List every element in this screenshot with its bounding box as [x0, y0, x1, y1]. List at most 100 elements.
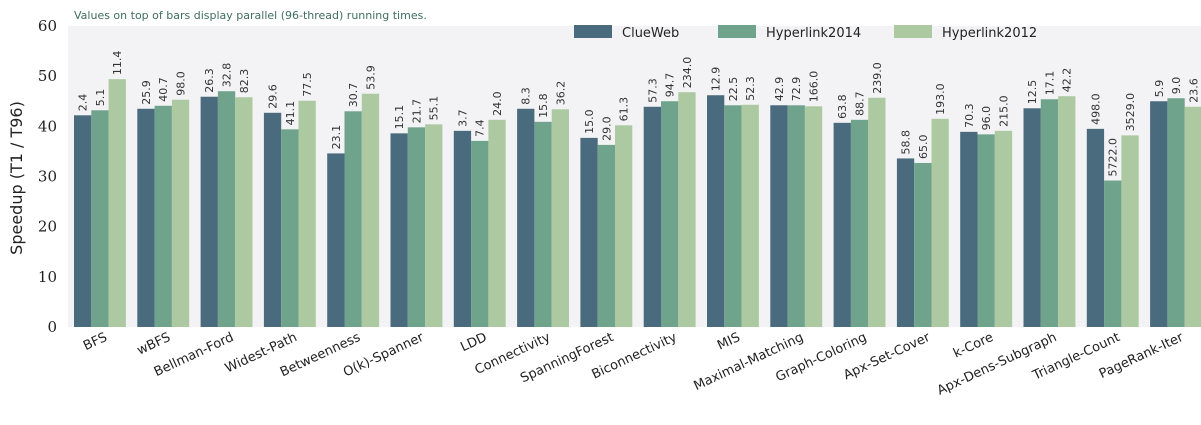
bar-group — [770, 105, 823, 328]
bar — [137, 108, 155, 328]
chart-annotation: Values on top of bars display parallel (… — [74, 9, 427, 22]
category-label: k-Core — [951, 330, 996, 361]
bar-group — [643, 92, 696, 327]
bar — [344, 111, 362, 328]
bar — [361, 93, 380, 327]
bar-group — [137, 99, 190, 328]
data-label: 3529.0 — [1124, 93, 1137, 132]
bar — [425, 124, 443, 328]
data-label: 8.3 — [520, 87, 533, 105]
data-label: 5.1 — [94, 89, 107, 107]
bar — [724, 105, 742, 327]
data-labels: 2.4 5.1 11.4 25.9 40.7 98.0 26.3 32.8 82.3 29.6 41… — [77, 51, 1201, 177]
bar-group — [327, 93, 380, 328]
bar — [74, 115, 92, 328]
bar-group — [74, 79, 126, 328]
bar — [643, 106, 661, 327]
data-label: 12.9 — [710, 67, 723, 92]
legend-swatch — [718, 25, 756, 38]
data-label: 77.5 — [301, 72, 314, 97]
data-label: 22.5 — [727, 77, 740, 102]
data-label: 30.7 — [347, 83, 360, 108]
data-label: 42.2 — [1061, 68, 1074, 93]
y-tick-label: 30 — [38, 168, 57, 186]
data-label: 5.9 — [1153, 80, 1166, 98]
bar — [1058, 96, 1076, 327]
bar — [217, 91, 236, 327]
bar — [804, 106, 823, 328]
bar-group — [517, 108, 569, 328]
bar — [977, 134, 995, 327]
data-label: 26.3 — [203, 68, 216, 93]
data-label: 70.3 — [963, 103, 976, 128]
y-axis-ticks: 0 10 20 30 40 50 60 — [38, 17, 57, 336]
bar — [615, 125, 633, 327]
bar — [1023, 108, 1041, 327]
bar — [770, 105, 788, 327]
data-label: 58.8 — [900, 130, 913, 155]
data-label: 40.7 — [157, 77, 170, 102]
bar-group — [1086, 128, 1139, 327]
category-label: wBFS — [135, 330, 173, 358]
bar — [263, 112, 282, 327]
bar — [471, 140, 489, 327]
bar-group — [707, 95, 759, 328]
category-label: BFS — [81, 330, 109, 354]
data-label: 234.0 — [681, 57, 694, 89]
data-label: 23.6 — [1187, 78, 1200, 103]
category-labels: BFS wBFSBellman-FordWidest-PathBetweennes… — [81, 330, 1186, 399]
legend-swatch — [894, 25, 932, 38]
bar-group — [200, 91, 253, 327]
bar — [488, 119, 506, 327]
data-label: 498.0 — [1089, 93, 1102, 125]
data-label: 88.7 — [854, 91, 867, 116]
bar — [931, 118, 949, 327]
data-label: 32.8 — [221, 63, 234, 88]
bar — [200, 96, 218, 327]
data-label: 52.3 — [744, 76, 757, 101]
bar — [91, 110, 109, 327]
y-tick-label: 60 — [38, 17, 57, 35]
bar — [1184, 106, 1201, 327]
data-label: 29.6 — [267, 84, 280, 109]
y-tick-label: 20 — [38, 218, 57, 236]
data-label: 36.2 — [554, 81, 567, 106]
data-label: 25.9 — [140, 80, 153, 105]
bar — [994, 130, 1013, 327]
data-label: 21.7 — [410, 99, 423, 124]
bar-group — [390, 124, 443, 328]
y-tick-label: 10 — [38, 268, 57, 286]
bar — [1040, 99, 1059, 327]
bar — [1086, 128, 1105, 327]
bar — [407, 127, 426, 327]
legend: ClueWeb Hyperlink2014 Hyperlink2012 — [574, 25, 1037, 41]
data-label: 24.0 — [491, 91, 504, 116]
y-tick-label: 50 — [38, 67, 57, 85]
bar — [678, 92, 696, 327]
bar-group — [1023, 96, 1076, 327]
legend-label: Hyperlink2014 — [766, 26, 861, 41]
data-label: 65.0 — [917, 134, 930, 159]
bar-group — [896, 118, 949, 327]
bar — [741, 104, 759, 328]
bar — [298, 100, 316, 327]
plot-background — [68, 26, 1201, 327]
bar — [154, 105, 172, 327]
data-label: 15.8 — [537, 93, 550, 118]
bar-group — [1150, 98, 1201, 328]
bar-groups — [74, 79, 1201, 328]
bar — [580, 137, 598, 327]
data-label: 23.1 — [330, 125, 343, 150]
data-label: 15.1 — [393, 105, 406, 130]
data-label: 61.3 — [618, 97, 631, 122]
data-label: 98.0 — [175, 71, 188, 96]
data-label: 53.9 — [364, 65, 377, 90]
bar-group — [263, 100, 316, 327]
data-label: 42.9 — [773, 77, 786, 102]
bar-group — [580, 125, 633, 327]
data-label: 7.4 — [474, 119, 487, 137]
bar — [1121, 135, 1139, 327]
bar — [517, 108, 535, 328]
y-axis-label: Speedup (T1 / T96) — [7, 101, 26, 255]
